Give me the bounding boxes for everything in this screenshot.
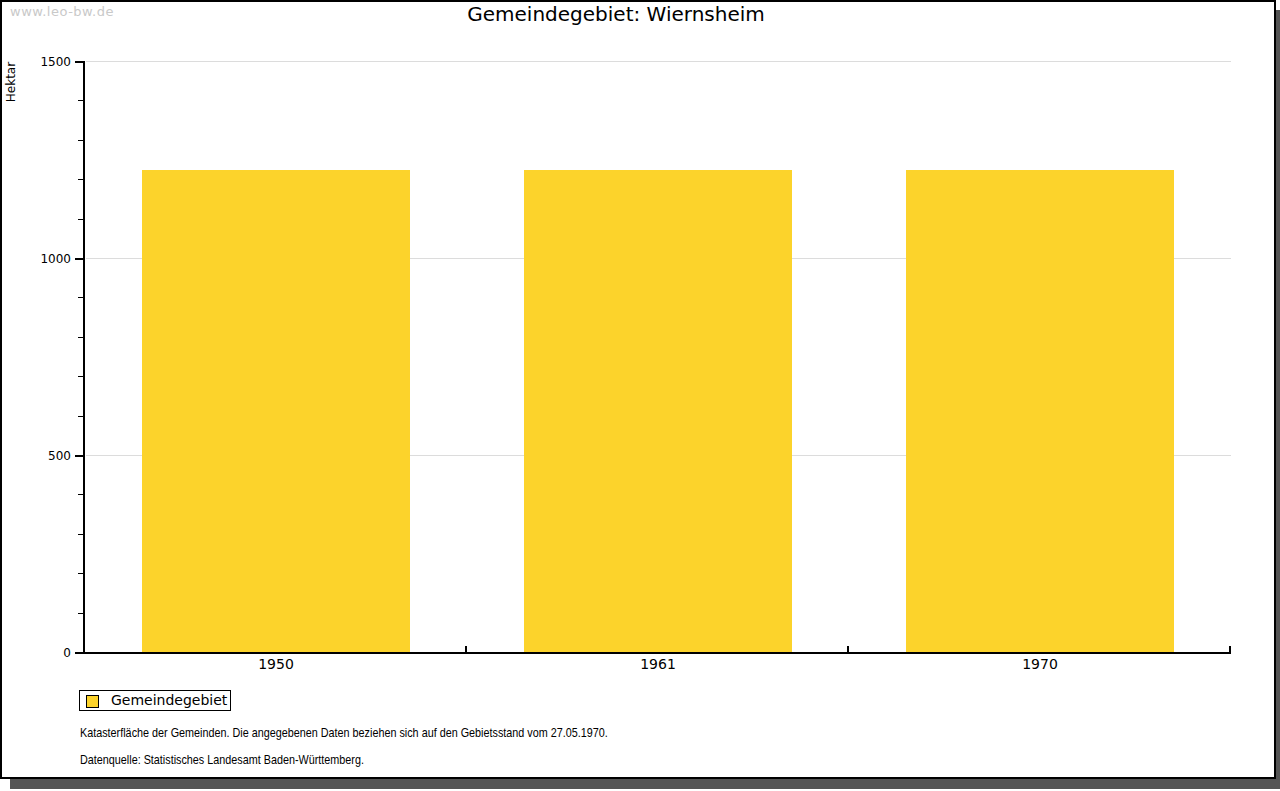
y-minor-tick-600 (78, 416, 83, 417)
y-axis-line (83, 61, 85, 654)
y-tick-label-1500: 1500 (25, 55, 71, 69)
y-major-tick-0 (75, 652, 83, 654)
y-major-tick-1500 (75, 61, 83, 63)
y-minor-tick-1200 (78, 179, 83, 180)
y-tick-label-1000: 1000 (25, 252, 71, 266)
y-minor-tick-300 (78, 534, 83, 535)
y-tick-label-500: 500 (25, 449, 71, 463)
x-category-label-1961: 1961 (598, 656, 718, 672)
chart-window: www.leo-bw.de Gemeindegebiet: Wiernsheim… (0, 0, 1276, 779)
plot-area: 1950 1961 1970 0 500 1000 1500 (0, 0, 1280, 791)
x-boundary-tick-1 (465, 646, 467, 652)
y-minor-tick-1400 (78, 100, 83, 101)
y-minor-tick-400 (78, 494, 83, 495)
x-category-label-1950: 1950 (216, 656, 336, 672)
bar-1961 (524, 170, 792, 652)
y-minor-tick-700 (78, 376, 83, 377)
y-minor-tick-100 (78, 613, 83, 614)
x-axis-line (83, 652, 1231, 654)
y-minor-tick-1300 (78, 140, 83, 141)
y-minor-tick-200 (78, 573, 83, 574)
bar-1950 (142, 170, 410, 652)
x-boundary-tick-2 (847, 646, 849, 652)
gridline-1500 (86, 61, 1231, 62)
legend-label: Gemeindegebiet (111, 692, 227, 708)
y-minor-tick-900 (78, 297, 83, 298)
y-major-tick-1000 (75, 258, 83, 260)
footnote-description: Katasterfläche der Gemeinden. Die angege… (80, 725, 608, 740)
x-category-label-1970: 1970 (980, 656, 1100, 672)
legend-color-swatch (86, 695, 99, 708)
y-tick-label-0: 0 (25, 646, 71, 660)
chart-content: www.leo-bw.de Gemeindegebiet: Wiernsheim… (0, 0, 1280, 791)
footnote-source: Datenquelle: Statistisches Landesamt Bad… (80, 752, 364, 767)
y-minor-tick-1100 (78, 219, 83, 220)
x-boundary-tick-3 (1229, 646, 1231, 652)
bar-1970 (906, 170, 1174, 652)
legend: Gemeindegebiet (79, 690, 231, 711)
y-major-tick-500 (75, 455, 83, 457)
y-minor-tick-800 (78, 337, 83, 338)
